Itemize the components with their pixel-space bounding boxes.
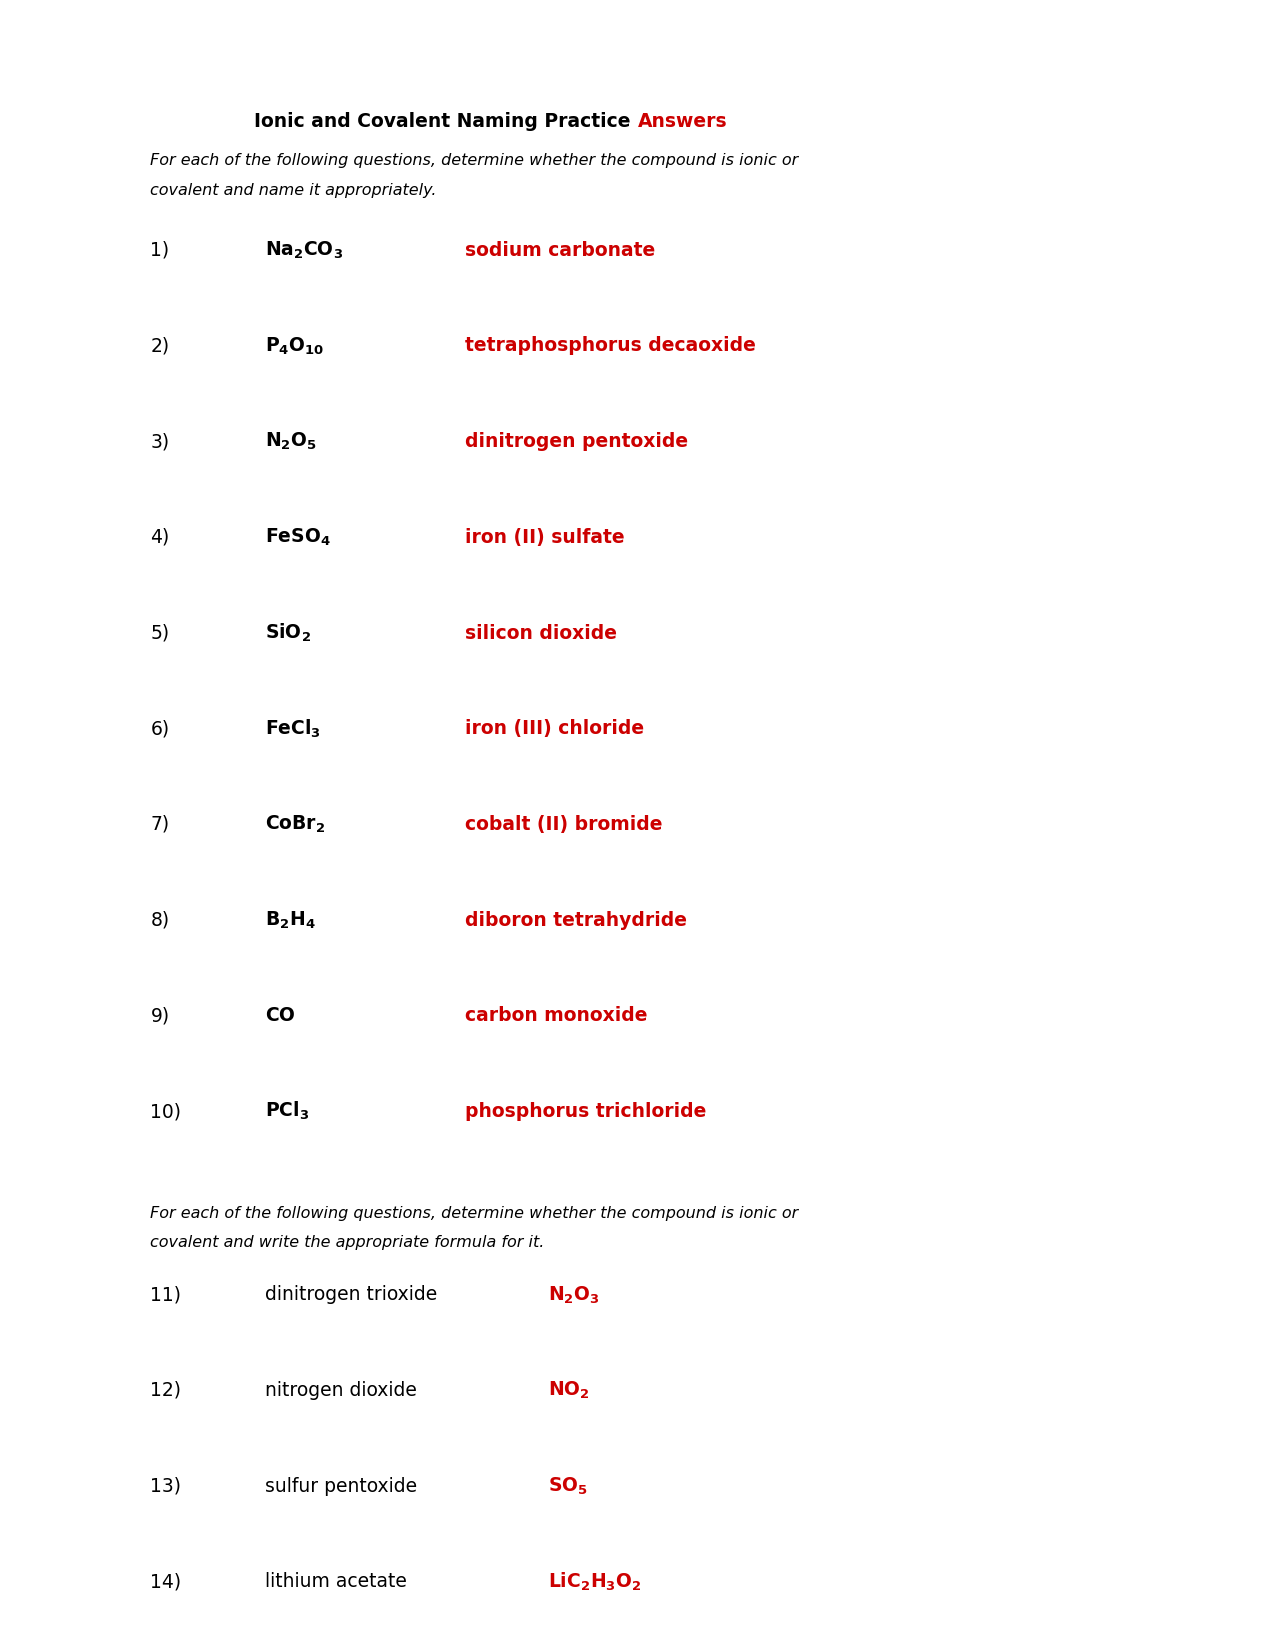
Text: 5): 5) bbox=[150, 624, 170, 642]
Text: $\mathregular{PCl_3}$: $\mathregular{PCl_3}$ bbox=[265, 1101, 310, 1122]
Text: $\mathregular{FeSO_4}$: $\mathregular{FeSO_4}$ bbox=[265, 526, 332, 548]
Text: Answers: Answers bbox=[638, 112, 727, 130]
Text: 9): 9) bbox=[150, 1006, 170, 1025]
Text: 1): 1) bbox=[150, 241, 170, 259]
Text: $\mathregular{Na_2CO_3}$: $\mathregular{Na_2CO_3}$ bbox=[265, 239, 343, 261]
Text: covalent and write the appropriate formula for it.: covalent and write the appropriate formu… bbox=[150, 1236, 544, 1251]
Text: dinitrogen trioxide: dinitrogen trioxide bbox=[265, 1285, 437, 1304]
Text: iron (II) sulfate: iron (II) sulfate bbox=[465, 528, 625, 546]
Text: silicon dioxide: silicon dioxide bbox=[465, 624, 617, 642]
Text: 10): 10) bbox=[150, 1102, 181, 1120]
Text: 3): 3) bbox=[150, 432, 170, 450]
Text: 6): 6) bbox=[150, 719, 170, 738]
Text: 7): 7) bbox=[150, 815, 170, 833]
Text: $\mathregular{N_2O_3}$: $\mathregular{N_2O_3}$ bbox=[548, 1284, 601, 1305]
Text: Ionic and Covalent Naming Practice: Ionic and Covalent Naming Practice bbox=[255, 112, 638, 130]
Text: nitrogen dioxide: nitrogen dioxide bbox=[265, 1381, 417, 1399]
Text: 4): 4) bbox=[150, 528, 170, 546]
Text: $\mathregular{B_2H_4}$: $\mathregular{B_2H_4}$ bbox=[265, 909, 316, 931]
Text: dinitrogen pentoxide: dinitrogen pentoxide bbox=[465, 432, 688, 450]
Text: $\mathregular{CoBr_2}$: $\mathregular{CoBr_2}$ bbox=[265, 813, 325, 835]
Text: sulfur pentoxide: sulfur pentoxide bbox=[265, 1477, 417, 1495]
Text: $\mathregular{LiC_2H_3O_2}$: $\mathregular{LiC_2H_3O_2}$ bbox=[548, 1571, 641, 1592]
Text: tetraphosphorus decaoxide: tetraphosphorus decaoxide bbox=[465, 337, 756, 355]
Text: $\mathregular{SiO_2}$: $\mathregular{SiO_2}$ bbox=[265, 622, 311, 644]
Text: covalent and name it appropriately.: covalent and name it appropriately. bbox=[150, 183, 437, 198]
Text: phosphorus trichloride: phosphorus trichloride bbox=[465, 1102, 706, 1120]
Text: 2): 2) bbox=[150, 337, 170, 355]
Text: For each of the following questions, determine whether the compound is ionic or: For each of the following questions, det… bbox=[150, 153, 798, 168]
Text: cobalt (II) bromide: cobalt (II) bromide bbox=[465, 815, 663, 833]
Text: iron (III) chloride: iron (III) chloride bbox=[465, 719, 644, 738]
Text: $\mathregular{N_2O_5}$: $\mathregular{N_2O_5}$ bbox=[265, 431, 317, 452]
Text: diboron tetrahydride: diboron tetrahydride bbox=[465, 911, 687, 929]
Text: sodium carbonate: sodium carbonate bbox=[465, 241, 655, 259]
Text: $\mathregular{NO_2}$: $\mathregular{NO_2}$ bbox=[548, 1379, 590, 1401]
Text: 8): 8) bbox=[150, 911, 170, 929]
Text: For each of the following questions, determine whether the compound is ionic or: For each of the following questions, det… bbox=[150, 1206, 798, 1221]
Text: 13): 13) bbox=[150, 1477, 181, 1495]
Text: $\mathregular{P_4O_{10}}$: $\mathregular{P_4O_{10}}$ bbox=[265, 335, 325, 356]
Text: $\mathregular{SO_5}$: $\mathregular{SO_5}$ bbox=[548, 1475, 588, 1497]
Text: carbon monoxide: carbon monoxide bbox=[465, 1006, 648, 1025]
Text: 14): 14) bbox=[150, 1572, 181, 1591]
Text: $\mathregular{CO}$: $\mathregular{CO}$ bbox=[265, 1006, 296, 1025]
Text: 12): 12) bbox=[150, 1381, 181, 1399]
Text: $\mathregular{FeCl_3}$: $\mathregular{FeCl_3}$ bbox=[265, 718, 321, 739]
Text: lithium acetate: lithium acetate bbox=[265, 1572, 407, 1591]
Text: 11): 11) bbox=[150, 1285, 181, 1304]
